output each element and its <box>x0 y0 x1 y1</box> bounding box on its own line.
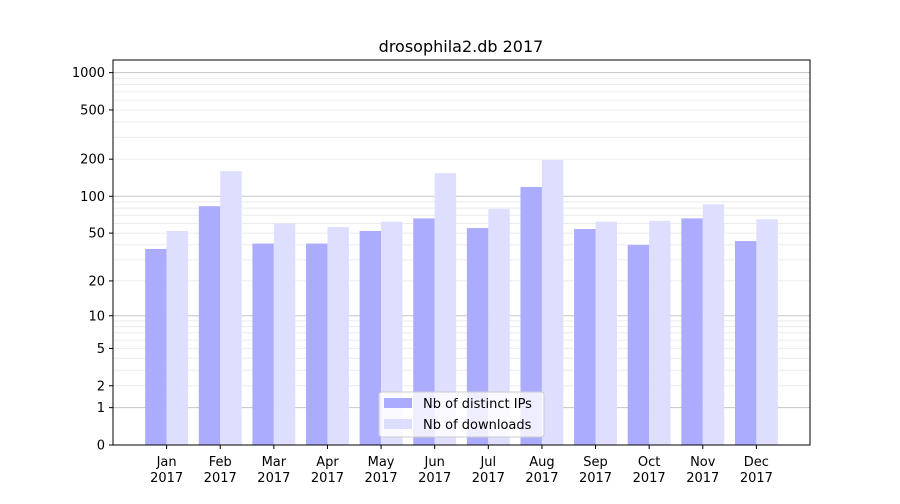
y-tick-label: 500 <box>80 103 105 118</box>
x-tick-label-month: Dec <box>744 455 769 470</box>
bar-ips <box>520 186 542 445</box>
bars <box>145 159 778 445</box>
bar-downloads <box>434 173 457 445</box>
bar-ips <box>359 231 382 445</box>
bar-ips <box>574 229 596 445</box>
bar-ips <box>413 218 435 445</box>
bar-ips <box>145 248 167 445</box>
y-tick-label: 20 <box>88 274 105 289</box>
bar-ips <box>252 243 274 445</box>
x-tick-label-month: Jun <box>424 455 445 470</box>
bar-downloads <box>273 223 296 445</box>
legend: Nb of distinct IPs Nb of downloads <box>378 391 545 438</box>
legend-label: Nb of downloads <box>423 418 532 433</box>
legend-swatch <box>384 419 412 429</box>
bar-downloads <box>702 204 725 445</box>
x-tick-label-month: Nov <box>690 455 716 470</box>
x-tick-label-year: 2017 <box>204 471 237 486</box>
bar-downloads <box>756 219 778 445</box>
bar-ips <box>306 243 328 445</box>
x-tick-label-year: 2017 <box>418 471 451 486</box>
y-tick-label: 50 <box>88 227 105 242</box>
chart-title: drosophila2.db 2017 <box>379 37 544 56</box>
x-tick-label-month: Jan <box>156 455 177 470</box>
plot-frame <box>112 59 811 446</box>
x-tick-label-year: 2017 <box>740 471 773 486</box>
x-tick-label-year: 2017 <box>633 471 666 486</box>
y-tick-label: 2 <box>97 379 105 394</box>
bar-downloads <box>541 159 564 445</box>
bar-ips <box>627 244 650 445</box>
bar-downloads <box>595 221 617 445</box>
bar-downloads <box>166 231 189 445</box>
bar-downloads <box>327 227 349 445</box>
x-tick-label-month: May <box>368 455 395 470</box>
x-tick-label-year: 2017 <box>525 471 558 486</box>
x-tick-label-year: 2017 <box>579 471 612 486</box>
x-tick-label-year: 2017 <box>257 471 290 486</box>
x-tick-label-month: Feb <box>209 455 232 470</box>
y-axis: 0 1 2 5 10 20 50 100 200 500 1000 <box>72 66 113 454</box>
y-tick-label: 5 <box>97 342 105 357</box>
x-tick-label-year: 2017 <box>472 471 505 486</box>
x-tick-label-month: Oct <box>638 455 660 470</box>
x-tick-label-month: Apr <box>316 455 339 470</box>
y-tick-label: 1 <box>97 401 105 416</box>
y-tick-label: 0 <box>97 439 105 454</box>
bar-ips <box>681 218 703 445</box>
bar-downloads <box>220 171 242 445</box>
x-tick-label-year: 2017 <box>150 471 183 486</box>
legend-swatch <box>384 398 412 408</box>
bar-downloads <box>381 221 403 445</box>
legend-box <box>378 391 545 438</box>
bar-downloads <box>649 220 671 445</box>
bar-ips <box>734 241 757 445</box>
y-tick-label: 10 <box>88 309 105 324</box>
x-tick-label-month: Sep <box>583 455 608 470</box>
x-tick-label-year: 2017 <box>311 471 344 486</box>
x-tick-label-year: 2017 <box>686 471 719 486</box>
x-tick-label-year: 2017 <box>365 471 398 486</box>
legend-label: Nb of distinct IPs <box>423 397 532 412</box>
y-tick-label: 100 <box>80 190 105 205</box>
bar-ips <box>466 228 489 445</box>
y-tick-label: 1000 <box>72 66 105 81</box>
x-tick-label-month: Jul <box>479 455 496 470</box>
bar-ips <box>198 206 221 445</box>
x-tick-label-month: Aug <box>529 455 554 470</box>
y-tick-label: 200 <box>80 153 105 168</box>
bar-downloads <box>488 208 510 445</box>
x-axis: Jan2017Feb2017Mar2017Apr2017May2017Jun20… <box>150 445 773 486</box>
x-tick-label-month: Mar <box>262 455 287 470</box>
